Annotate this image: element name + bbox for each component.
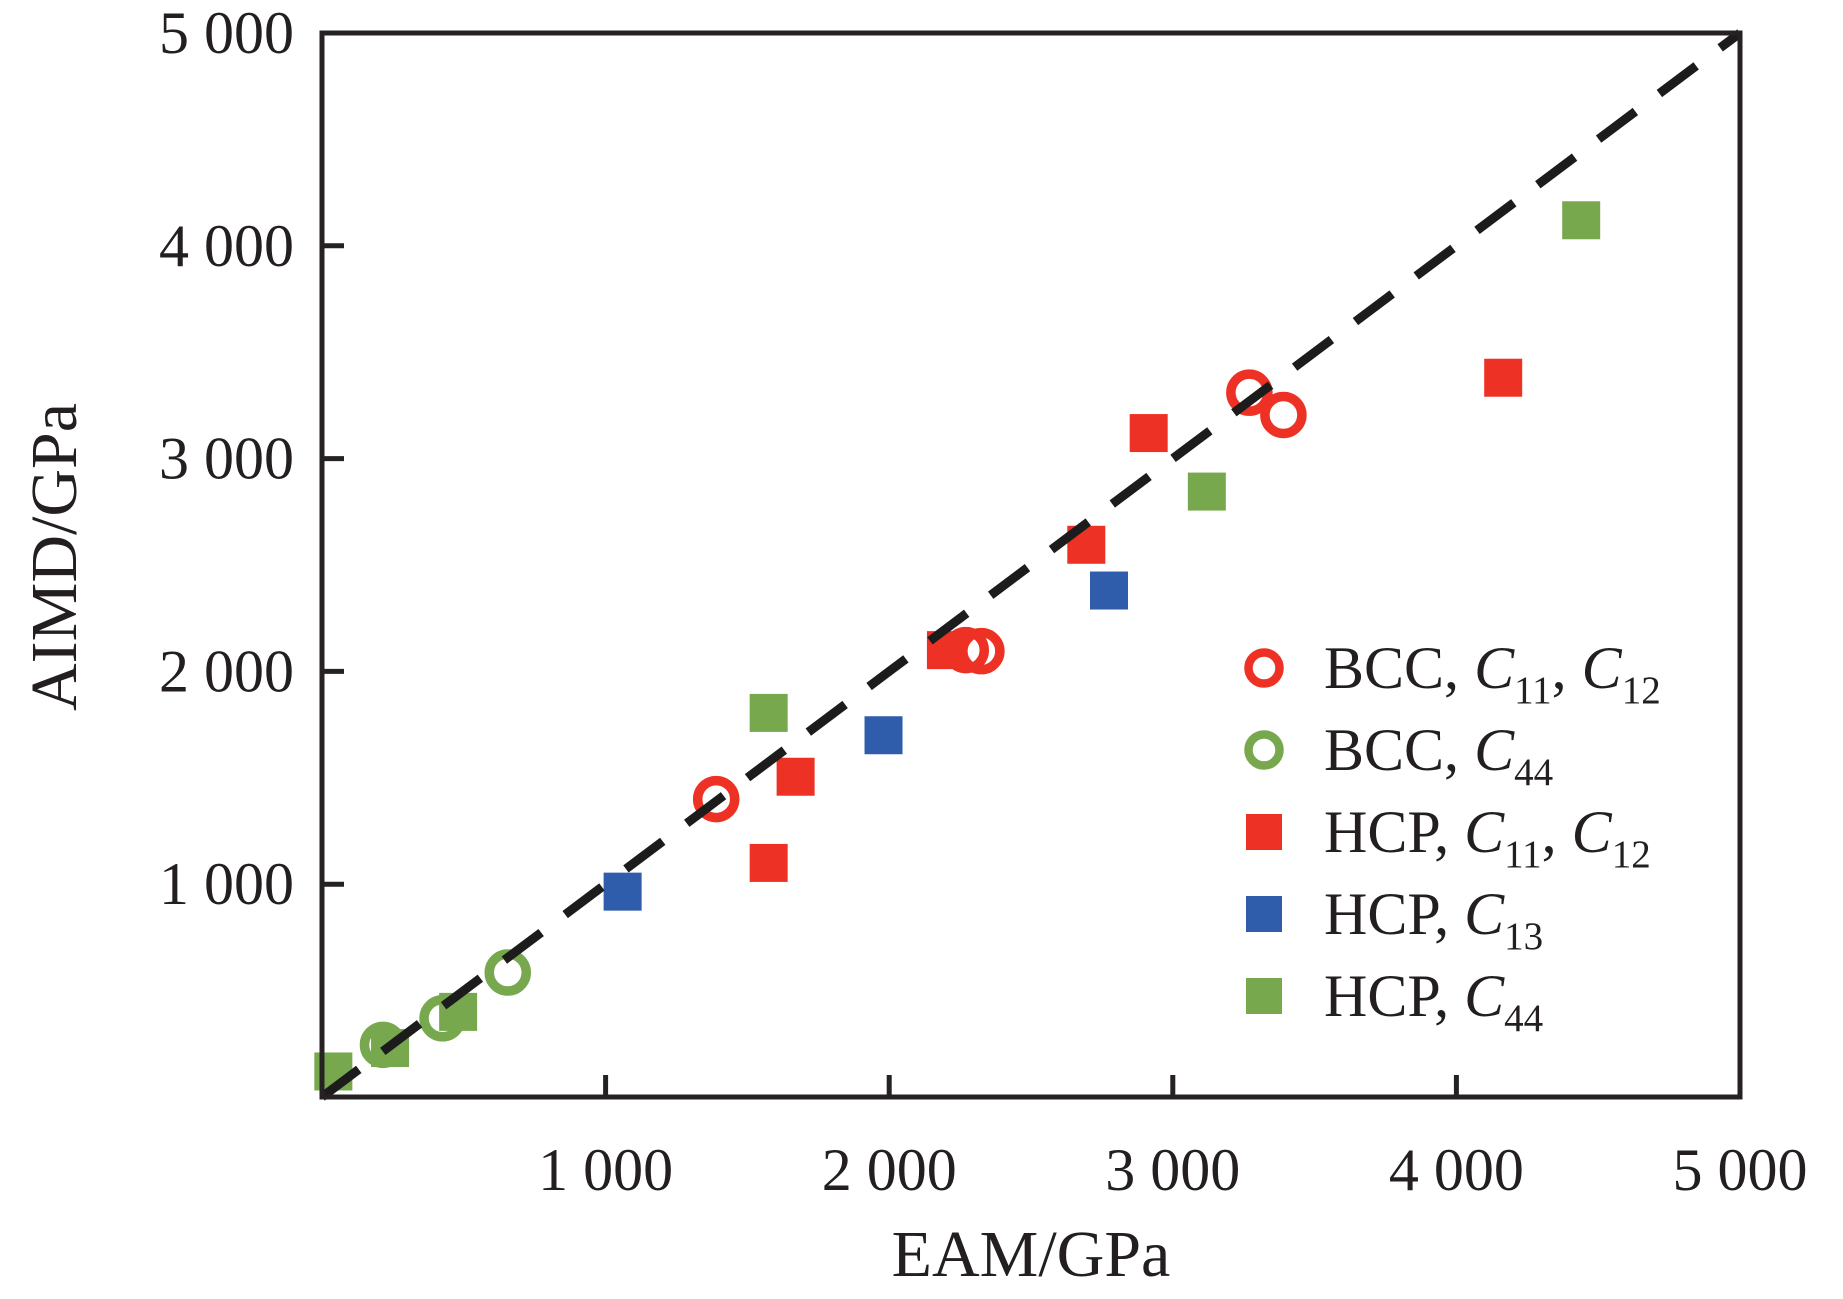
data-point-marker: [749, 843, 788, 882]
data-point-marker: [749, 693, 788, 732]
legend-item-label: BCC, C44: [1324, 717, 1553, 794]
series-hcp_c13: [603, 571, 1128, 911]
legend-item-hcp_c11_c12: HCP, C11, C12: [1246, 799, 1651, 876]
data-point-marker: [1260, 391, 1307, 439]
legend-item-bcc_c11_c12: BCC, C11, C12: [1244, 635, 1661, 712]
data-point-marker: [603, 872, 642, 911]
tick-layer: 1 000 2 000 3 000 4 000 5 000 1 000 2 000 3 000…: [159, 0, 1808, 1203]
x-tick-label: 4 000: [1389, 1137, 1524, 1203]
identity-line: [319, 29, 1743, 1101]
y-tick-label: 2 000: [159, 638, 294, 704]
x-tick-label: 3 000: [1105, 1137, 1240, 1203]
data-point-marker: [1187, 472, 1226, 511]
y-tick-label: 5 000: [159, 0, 294, 66]
series-bcc_c11_c12: [692, 369, 1307, 823]
data-point-marker: [1089, 571, 1128, 610]
legend-item-marker: [1246, 978, 1282, 1014]
y-tick-label: 3 000: [159, 426, 294, 492]
legend-item-marker: [1244, 648, 1284, 688]
y-axis-title: AIMD/GPa: [18, 403, 91, 711]
legend-item-hcp_c13: HCP, C13: [1246, 881, 1543, 958]
legend-item-label: HCP, C44: [1324, 963, 1543, 1040]
x-tick-label: 5 000: [1673, 1137, 1808, 1203]
data-point-marker: [692, 775, 740, 823]
legend-item-marker: [1244, 730, 1284, 770]
plot-border: [319, 30, 1743, 1100]
legend-item-hcp_c44: HCP, C44: [1246, 963, 1543, 1040]
identity-line-layer: [319, 29, 1743, 1101]
data-point-marker: [1129, 414, 1168, 453]
legend-item-marker: [1246, 814, 1282, 850]
legend-item-label: HCP, C11, C12: [1324, 799, 1651, 876]
legend-item-marker: [1246, 896, 1282, 932]
x-tick-label: 1 000: [538, 1137, 673, 1203]
data-point-marker: [776, 757, 815, 796]
legend-item-bcc_c44: BCC, C44: [1244, 717, 1553, 794]
data-point-marker: [1484, 358, 1523, 397]
axes-layer: [319, 30, 1743, 1100]
x-axis-title: EAM/GPa: [892, 1218, 1171, 1291]
legend-item-label: HCP, C13: [1324, 881, 1543, 958]
y-tick-label: 4 000: [159, 213, 294, 279]
legend-item-label: BCC, C11, C12: [1324, 635, 1661, 712]
series-hcp_c11_c12: [749, 358, 1523, 882]
data-point-marker: [1562, 201, 1601, 240]
data-point-marker: [864, 716, 903, 755]
x-tick-label: 2 000: [822, 1137, 957, 1203]
y-tick-label: 1 000: [159, 851, 294, 917]
